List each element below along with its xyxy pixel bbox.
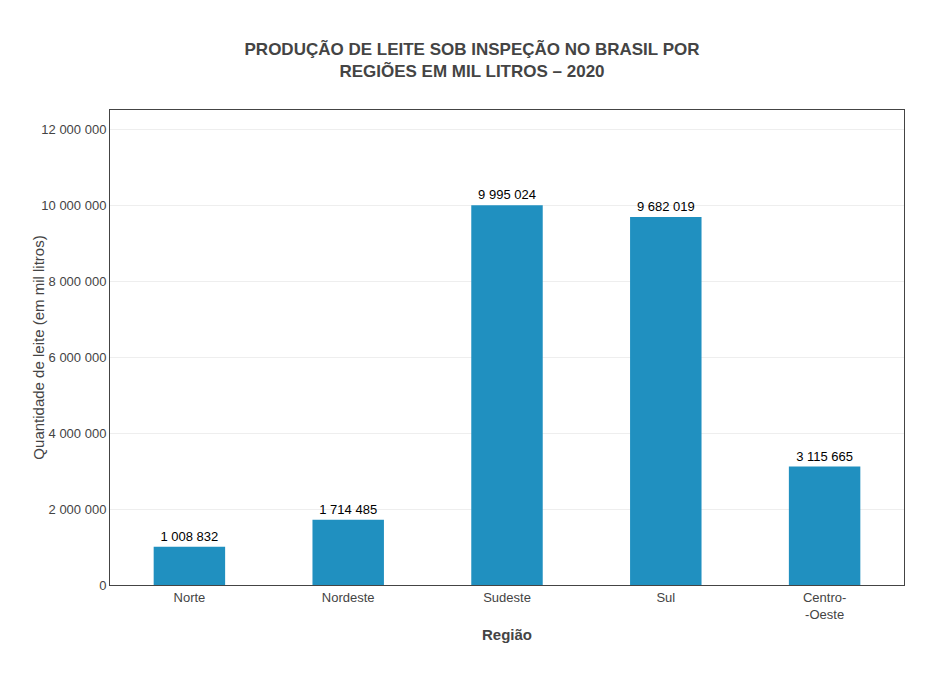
svg-text:1 714 485: 1 714 485 (319, 502, 377, 517)
svg-text:4 000 000: 4 000 000 (49, 426, 107, 441)
svg-text:6 000 000: 6 000 000 (49, 350, 107, 365)
svg-text:1 008 832: 1 008 832 (160, 529, 218, 544)
svg-text:9 995 024: 9 995 024 (478, 187, 536, 202)
svg-text:2 000 000: 2 000 000 (49, 502, 107, 517)
svg-text:Sul: Sul (656, 590, 675, 605)
svg-text:Norte: Norte (174, 590, 206, 605)
svg-text:9 682 019: 9 682 019 (637, 199, 695, 214)
svg-text:Sudeste: Sudeste (483, 590, 531, 605)
svg-text:Quantidade de leite (em mil li: Quantidade de leite (em mil litros) (30, 235, 47, 459)
svg-text:3 115 665: 3 115 665 (796, 449, 853, 464)
svg-text:10 000 000: 10 000 000 (41, 198, 106, 213)
svg-text:12 000 000: 12 000 000 (41, 122, 106, 137)
svg-text:Centro--Oeste: Centro--Oeste (803, 590, 846, 622)
svg-text:PRODUÇÃO DE LEITE SOB INSPEÇÃO: PRODUÇÃO DE LEITE SOB INSPEÇÃO NO BRASIL… (245, 39, 700, 81)
svg-text:0: 0 (99, 578, 106, 593)
svg-text:8 000 000: 8 000 000 (49, 274, 107, 289)
svg-text:Região: Região (482, 626, 532, 643)
svg-text:Nordeste: Nordeste (322, 590, 375, 605)
